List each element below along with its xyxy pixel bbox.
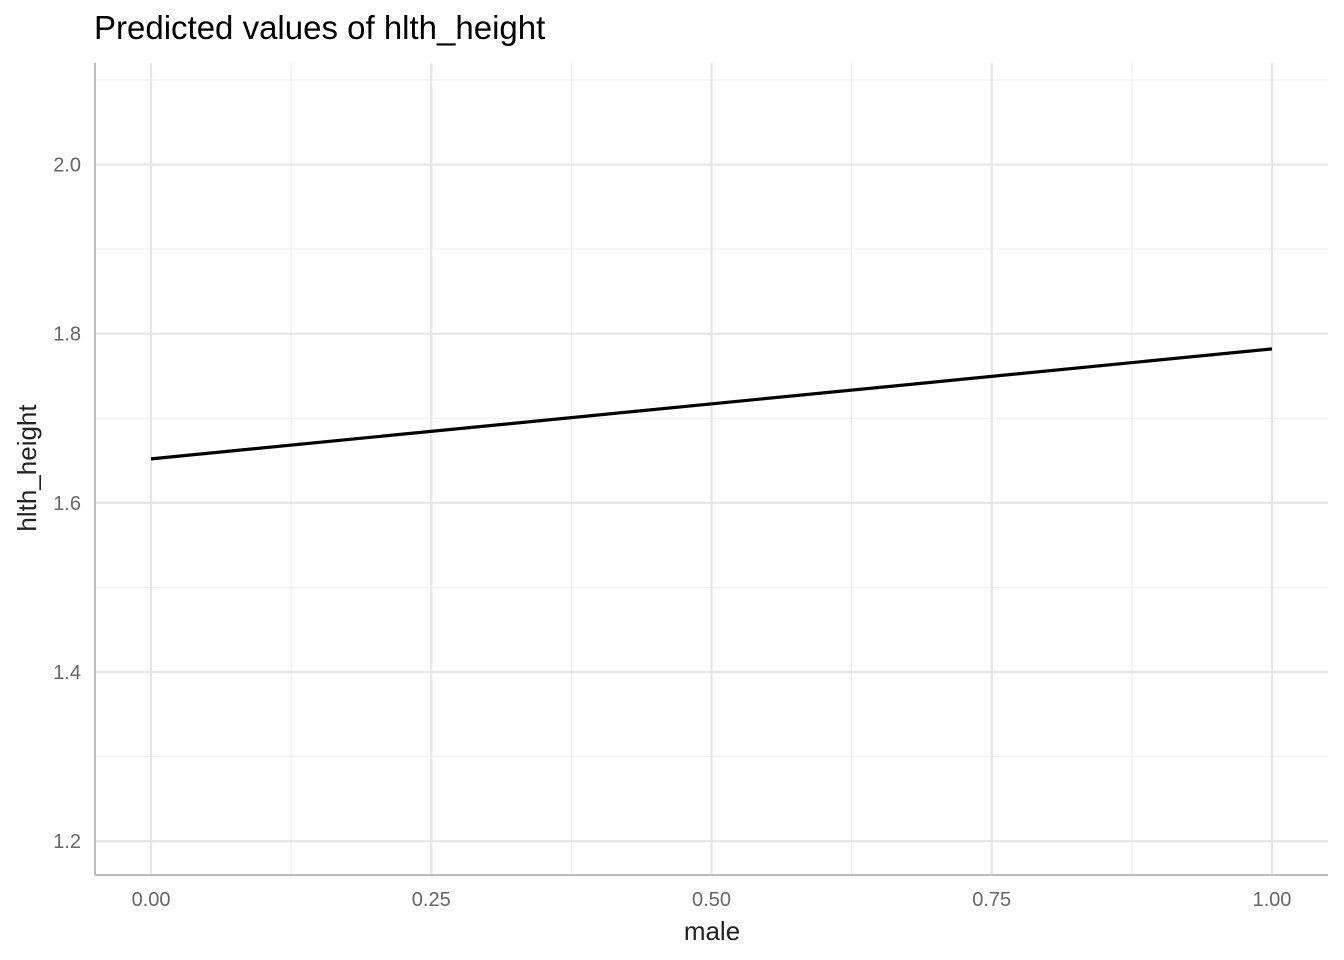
- x-tick-label: 0.00: [132, 889, 171, 911]
- y-tick-label: 1.4: [53, 662, 81, 684]
- x-tick-label: 0.50: [692, 889, 731, 911]
- series-line: [150, 347, 1273, 461]
- x-tick-label: 0.75: [972, 889, 1011, 911]
- y-tick-labels: 1.2 1.4 1.6 1.8 2.0: [53, 155, 81, 854]
- chart-title: Predicted values of hlth_height: [94, 9, 545, 46]
- y-tick-label: 1.6: [53, 493, 81, 515]
- grid: [95, 63, 1328, 875]
- x-axis-title: male: [684, 916, 740, 946]
- y-axis-title: hlth_height: [12, 404, 42, 532]
- y-tick-label: 1.8: [53, 324, 81, 346]
- x-tick-label: 1.00: [1252, 889, 1291, 911]
- y-tick-label: 2.0: [53, 155, 81, 177]
- series-layer: [150, 347, 1273, 461]
- axes: [94, 63, 1328, 876]
- x-tick-labels: 0.00 0.25 0.50 0.75 1.00: [132, 889, 1292, 911]
- x-tick-label: 0.25: [412, 889, 451, 911]
- y-tick-label: 1.2: [53, 831, 81, 853]
